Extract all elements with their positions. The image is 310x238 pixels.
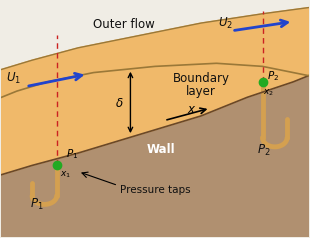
- Polygon shape: [1, 76, 309, 237]
- Text: Wall: Wall: [147, 144, 175, 156]
- Text: $x$: $x$: [187, 103, 197, 116]
- Text: $P_1$: $P_1$: [30, 197, 43, 212]
- Text: $P_2$: $P_2$: [257, 142, 271, 158]
- Text: $P_1$: $P_1$: [66, 148, 78, 162]
- Text: Outer flow: Outer flow: [93, 18, 155, 31]
- Text: $P_2$: $P_2$: [267, 69, 279, 83]
- Text: $U_1$: $U_1$: [6, 71, 21, 86]
- Text: layer: layer: [186, 85, 216, 98]
- Polygon shape: [1, 8, 309, 97]
- Polygon shape: [1, 63, 309, 175]
- Text: Pressure taps: Pressure taps: [120, 185, 190, 195]
- Text: $x_1$: $x_1$: [60, 169, 71, 180]
- Text: $\delta$: $\delta$: [115, 97, 124, 110]
- Text: Boundary: Boundary: [173, 72, 230, 85]
- Text: $x_2$: $x_2$: [263, 87, 273, 98]
- Text: $U_2$: $U_2$: [218, 15, 233, 31]
